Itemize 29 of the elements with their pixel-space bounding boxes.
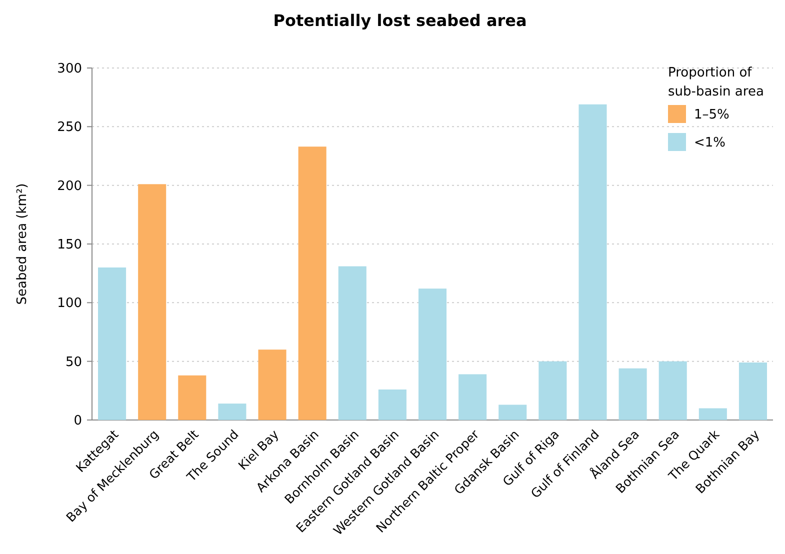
bar (258, 350, 286, 420)
bar (298, 146, 326, 420)
y-tick-label: 300 (57, 62, 82, 77)
bar (698, 408, 727, 420)
legend-title: Proportion of sub-basin area (668, 66, 764, 100)
bar (578, 104, 607, 420)
bar (658, 361, 687, 420)
bar (98, 267, 126, 420)
bar (218, 404, 246, 420)
bar (338, 266, 366, 420)
y-axis-title: Seabed area (km²) (15, 183, 30, 305)
bar (618, 368, 647, 420)
y-tick-label: 50 (65, 354, 82, 370)
legend-label: 1–5% (694, 108, 730, 123)
y-tick-label: 200 (57, 178, 82, 194)
chart-title: Potentially lost seabed area (273, 11, 527, 30)
bar (138, 184, 166, 420)
bar (498, 404, 527, 420)
y-tick-label: 100 (57, 296, 82, 312)
bar (538, 361, 567, 420)
y-tick-label: 250 (57, 120, 82, 136)
bar (378, 389, 406, 420)
bar (418, 288, 447, 420)
bar (738, 362, 767, 420)
y-tick-label: 150 (57, 238, 82, 253)
bar (458, 374, 487, 420)
legend-label: <1% (694, 136, 726, 151)
y-tick-label: 0 (74, 414, 82, 429)
bar (178, 375, 206, 420)
